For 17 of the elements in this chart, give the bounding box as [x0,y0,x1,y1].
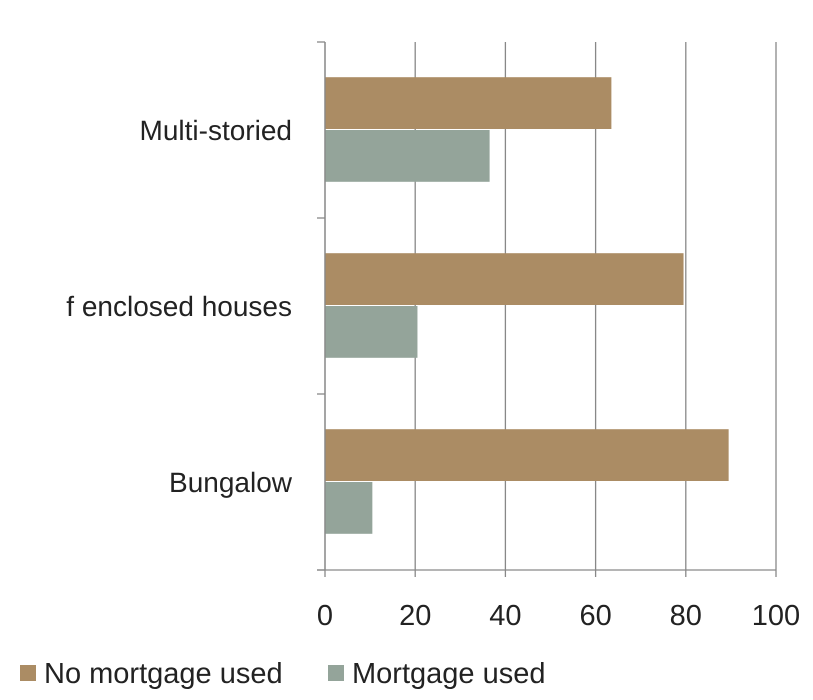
legend-label: Mortgage used [352,658,546,690]
legend-label: No mortgage used [44,658,283,690]
bar [325,306,418,358]
x-tick-label: 80 [670,600,702,632]
y-tick-label: Bungalow [169,467,293,498]
bar [325,482,372,534]
x-tick-label: 0 [316,600,334,632]
bar [325,253,684,305]
y-tick-label: Multi-storied [140,115,292,146]
bar [325,130,490,182]
bar [325,77,612,129]
x-tick-label: 40 [489,600,522,632]
x-tick-label: 20 [399,600,432,632]
y-tick-label: f enclosed houses [66,291,292,322]
bar [325,429,729,481]
x-tick-label: 60 [579,600,612,632]
x-tick-label: 100 [752,600,800,632]
